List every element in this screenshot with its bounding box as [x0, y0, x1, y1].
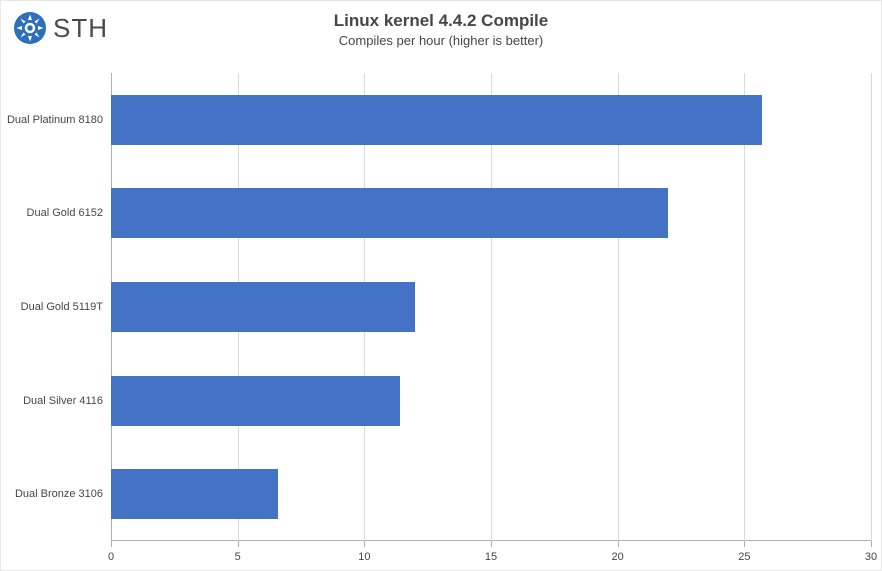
bar — [111, 95, 762, 145]
x-tick — [364, 541, 365, 547]
bar — [111, 469, 278, 519]
chart-title: Linux kernel 4.4.2 Compile — [1, 11, 881, 31]
x-tick — [238, 541, 239, 547]
gridline — [871, 73, 872, 541]
x-tick-label: 25 — [738, 551, 750, 563]
x-tick-label: 5 — [235, 551, 241, 563]
x-tick-label: 15 — [485, 551, 497, 563]
y-tick-label: Dual Platinum 8180 — [7, 114, 111, 126]
y-tick-label: Dual Gold 5119T — [21, 301, 111, 313]
x-tick — [744, 541, 745, 547]
x-tick-label: 0 — [108, 551, 114, 563]
x-tick — [871, 541, 872, 547]
y-tick-label: Dual Gold 6152 — [27, 207, 111, 219]
plot-area: 051015202530Dual Platinum 8180Dual Gold … — [111, 73, 871, 541]
x-tick-label: 10 — [358, 551, 370, 563]
x-tick — [491, 541, 492, 547]
bar — [111, 188, 668, 238]
y-tick-label: Dual Silver 4116 — [23, 395, 111, 407]
title-block: Linux kernel 4.4.2 Compile Compiles per … — [1, 11, 881, 48]
y-tick-label: Dual Bronze 3106 — [15, 488, 111, 500]
bar — [111, 376, 400, 426]
x-tick — [111, 541, 112, 547]
chart-container: STH Linux kernel 4.4.2 Compile Compiles … — [0, 0, 882, 571]
x-tick — [618, 541, 619, 547]
bar — [111, 282, 415, 332]
x-tick-label: 30 — [865, 551, 877, 563]
chart-subtitle: Compiles per hour (higher is better) — [1, 33, 881, 48]
x-tick-label: 20 — [612, 551, 624, 563]
